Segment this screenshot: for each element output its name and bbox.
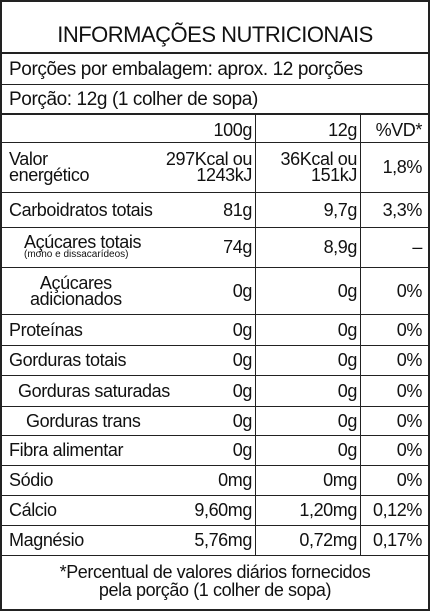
cell-value: 0mg: [218, 470, 252, 490]
serving-size: Porção: 12g (1 colher de sopa): [9, 89, 258, 110]
column-header: %VD*: [375, 120, 423, 140]
rule: [2, 345, 428, 346]
cell-value: 0g: [337, 380, 358, 401]
cell-value: 0g: [232, 280, 253, 301]
column-rule: [255, 114, 256, 555]
cell-value: 0g: [337, 440, 358, 460]
cell-value: 0g: [232, 380, 253, 401]
title: INFORMAÇÕES NUTRICIONAIS: [57, 22, 373, 47]
footnote: *Percentual de valores diários fornecido…: [59, 562, 371, 600]
cell-value: 0%: [396, 380, 423, 401]
row-label: Cálcio: [9, 500, 57, 520]
cell-value: 297Kcal ou 1243kJ: [165, 149, 252, 185]
rule: [2, 495, 428, 496]
cell-value: 0g: [337, 350, 358, 370]
cell-value: 74g: [223, 237, 252, 257]
column-rule: [360, 114, 361, 555]
row-label: Proteínas: [9, 319, 83, 340]
cell-value: 0g: [232, 319, 253, 340]
row-label: Magnésio: [9, 530, 84, 550]
row-label: Gorduras saturadas: [18, 380, 170, 401]
rule: [2, 555, 428, 556]
cell-value: 0g: [337, 410, 358, 431]
row-label: Valor energético: [9, 149, 90, 185]
row-label: Fibra alimentar: [9, 440, 124, 460]
row-label: Carboidratos totais: [9, 199, 153, 220]
column-header: 100g: [213, 120, 253, 140]
cell-value: 9,7g: [323, 199, 358, 220]
row-label: Sódio: [9, 470, 54, 490]
row-label: Açúcares adicionados: [30, 272, 122, 309]
cell-value: 1,8%: [382, 157, 423, 177]
rule: [2, 142, 428, 143]
column-header: 12g: [328, 120, 357, 140]
cell-value: 0%: [396, 470, 423, 490]
servings: Porções por embalagem: aprox. 12 porções: [9, 59, 363, 80]
cell-value: 0g: [337, 280, 358, 301]
rule: [2, 113, 428, 115]
rule: [2, 52, 428, 54]
cell-value: 81g: [223, 199, 252, 220]
cell-value: 0,12%: [372, 500, 422, 520]
cell-value: 36Kcal ou 151kJ: [280, 149, 358, 185]
cell-value: 0%: [396, 280, 423, 301]
cell-value: 1,20mg: [299, 500, 357, 520]
cell-value: 0g: [232, 350, 253, 370]
cell-value: 8,9g: [323, 237, 358, 257]
row-label: Gorduras totais: [9, 350, 127, 370]
row-label: Gorduras trans: [26, 410, 141, 431]
rule: [2, 314, 428, 315]
row-label: Açúcares totais: [24, 232, 142, 252]
cell-value: 3,3%: [382, 199, 423, 220]
rule: [2, 192, 428, 193]
cell-value: 0%: [396, 350, 423, 370]
rule: [2, 465, 428, 466]
cell-value: 0g: [337, 319, 358, 340]
rule: [2, 525, 428, 526]
cell-value: –: [412, 237, 422, 257]
cell-value: 0mg: [323, 470, 357, 490]
rule: [2, 375, 428, 376]
rule: [2, 84, 428, 85]
rule: [2, 227, 428, 228]
cell-value: 0g: [232, 440, 253, 460]
cell-value: 0%: [396, 440, 423, 460]
cell-value: 0,72mg: [299, 530, 357, 550]
rule: [2, 267, 428, 268]
cell-value: 0%: [396, 319, 423, 340]
row-note: (mono e dissacarídeos): [24, 249, 129, 260]
cell-value: 0g: [232, 410, 253, 431]
cell-value: 0,17%: [372, 530, 422, 550]
cell-value: 0%: [396, 410, 423, 431]
rule: [2, 406, 428, 407]
rule: [2, 435, 428, 436]
cell-value: 5,76mg: [194, 530, 252, 550]
cell-value: 9,60mg: [194, 500, 252, 520]
